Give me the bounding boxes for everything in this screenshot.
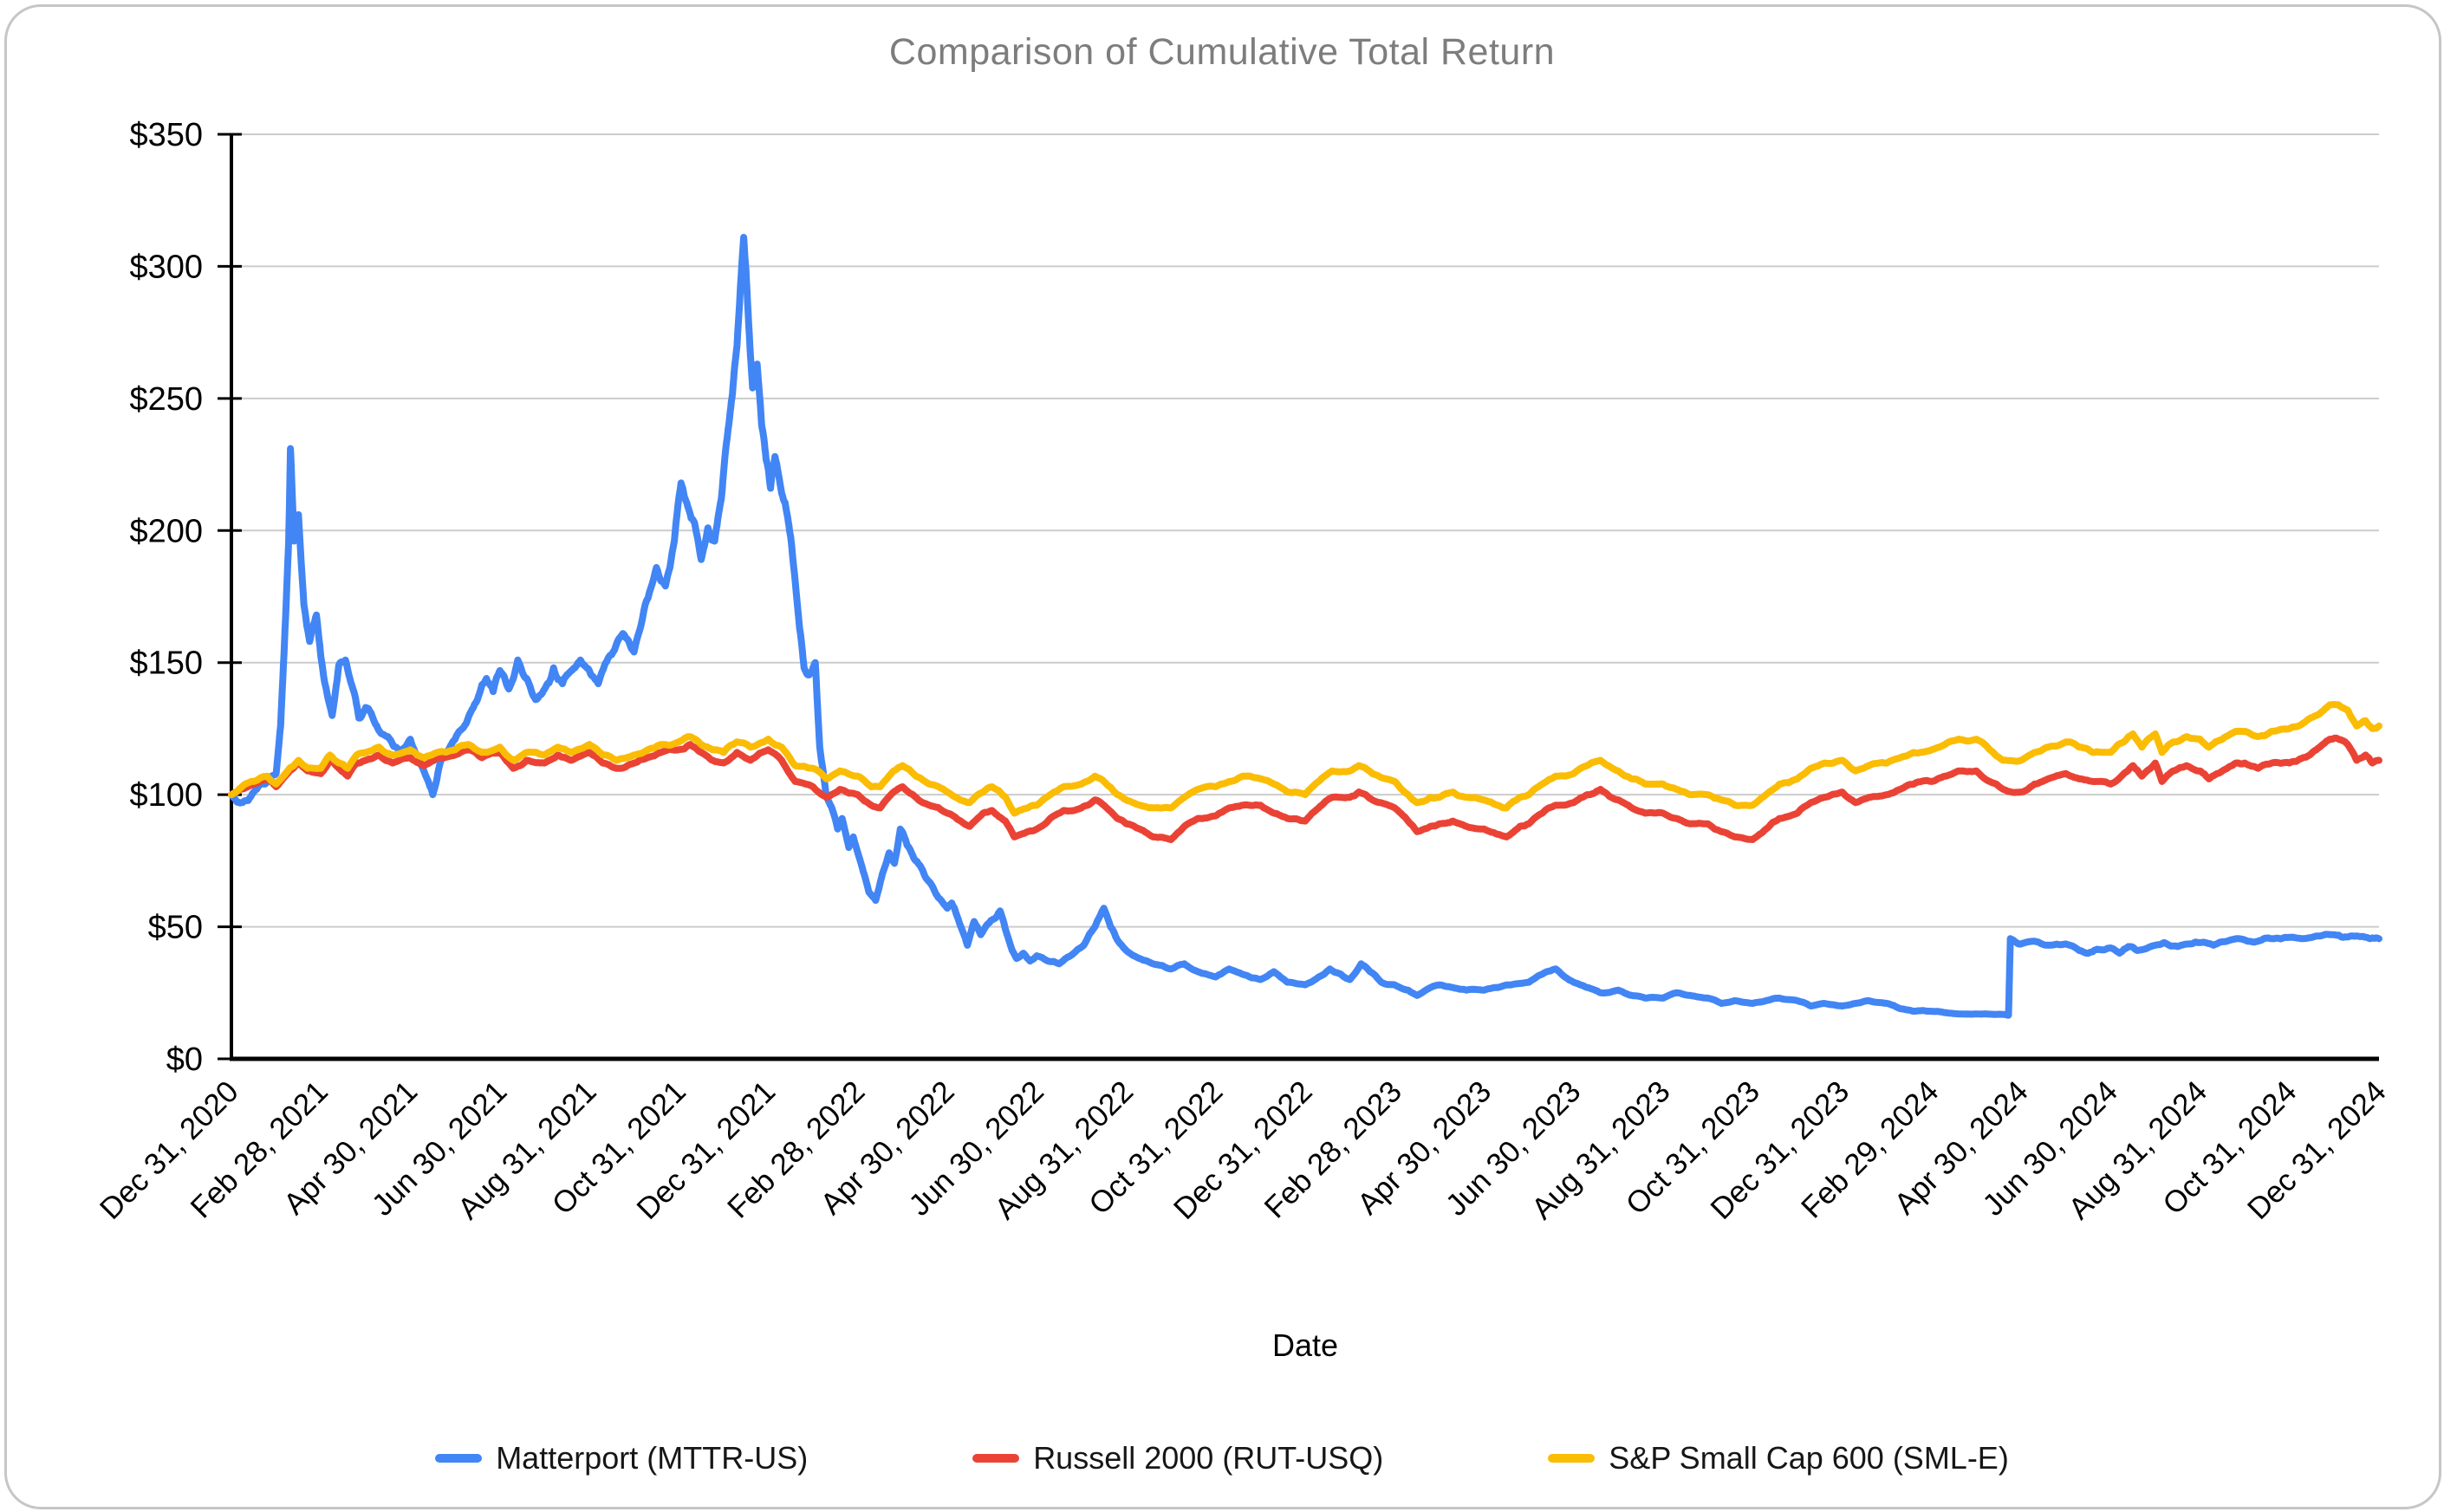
legend-item-matterport: Matterport (MTTR-US) <box>435 1440 808 1476</box>
legend-label: S&P Small Cap 600 (SML-E) <box>1609 1440 2009 1476</box>
y-tick-label: $200 <box>129 513 203 549</box>
legend-line-marker <box>1548 1454 1596 1463</box>
y-tick-label: $250 <box>129 381 203 418</box>
series-line-sp-small-cap-600 <box>228 700 2382 817</box>
legend-label: Matterport (MTTR-US) <box>496 1440 809 1476</box>
series-line-russell-2000 <box>228 734 2382 843</box>
legend-line-marker <box>972 1454 1020 1463</box>
legend-label: Russell 2000 (RUT-USQ) <box>1033 1440 1384 1476</box>
chart-title: Comparison of Cumulative Total Return <box>888 31 1556 73</box>
series-line-matterport <box>228 233 2382 1019</box>
y-tick-label: $0 <box>166 1042 203 1078</box>
y-tick-label: $350 <box>129 117 203 153</box>
y-tick-label: $50 <box>148 910 203 946</box>
y-tick-label: $300 <box>129 249 203 285</box>
legend-item-russell-2000: Russell 2000 (RUT-USQ) <box>972 1440 1383 1476</box>
x-axis-title: Date <box>1271 1327 1339 1363</box>
y-tick-label: $100 <box>129 777 203 814</box>
legend-item-sp-small-cap-600: S&P Small Cap 600 (SML-E) <box>1548 1440 2009 1476</box>
legend: Matterport (MTTR-US) Russell 2000 (RUT-U… <box>0 1440 2444 1476</box>
y-tick-label: $150 <box>129 646 203 682</box>
legend-line-marker <box>435 1454 483 1463</box>
